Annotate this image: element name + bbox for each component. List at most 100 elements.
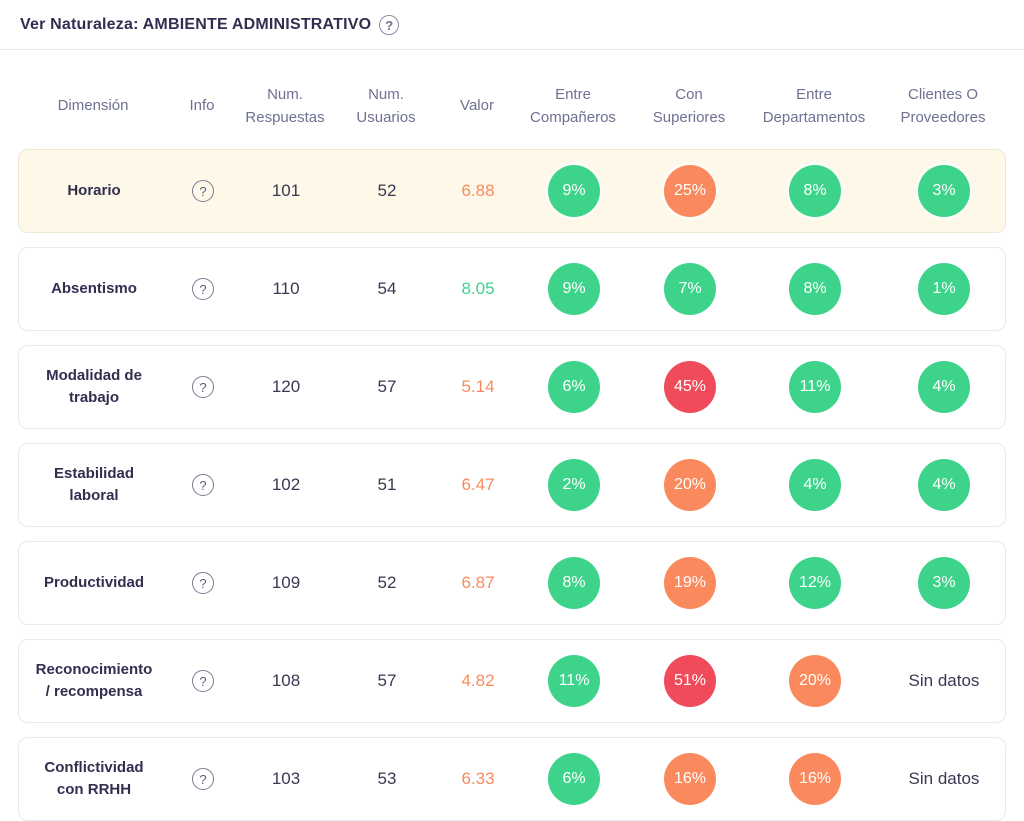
percentage-badge: 3% (918, 165, 970, 217)
percentage-badge: 8% (789, 165, 841, 217)
dimension-label: Reconocimiento / recompensa (35, 661, 153, 700)
info-icon[interactable]: ? (192, 278, 214, 300)
num-respuestas: 120 (271, 377, 301, 396)
metric-cell: 2% (517, 459, 631, 511)
metric-cell: 7% (631, 263, 749, 315)
percentage-badge: 25% (664, 165, 716, 217)
percentage-badge: 45% (664, 361, 716, 413)
num-respuestas: 109 (271, 573, 301, 592)
percentage-badge: 6% (548, 753, 600, 805)
percentage-badge: 16% (789, 753, 841, 805)
dimension-label: Estabilidad laboral (53, 465, 135, 504)
table-row[interactable]: Modalidad de trabajo ? 120 57 5.14 6% 45… (18, 345, 1006, 429)
page-title: Ver Naturaleza: AMBIENTE ADMINISTRATIVO (20, 16, 372, 33)
num-usuarios: 53 (377, 769, 397, 788)
info-icon[interactable]: ? (192, 376, 214, 398)
column-header-valor: Valor (460, 97, 494, 115)
percentage-badge: 11% (548, 655, 600, 707)
info-icon[interactable]: ? (192, 572, 214, 594)
valor: 6.88 (461, 181, 495, 200)
table-row[interactable]: Estabilidad laboral ? 102 51 6.47 2% 20%… (18, 443, 1006, 527)
metric-cell: Sin datos (881, 769, 1007, 789)
metric-cell: 9% (517, 263, 631, 315)
help-icon[interactable]: ? (379, 15, 400, 35)
table-row[interactable]: Reconocimiento / recompensa ? 108 57 4.8… (18, 639, 1006, 723)
column-header-usuarios: Num. Usuarios (356, 86, 416, 126)
metric-cell: 20% (749, 655, 881, 707)
num-usuarios: 57 (377, 377, 397, 396)
column-header-companeros: Entre Compañeros (530, 86, 616, 126)
valor: 5.14 (461, 377, 495, 396)
metric-cell: 1% (881, 263, 1007, 315)
percentage-badge: 1% (918, 263, 970, 315)
no-data-label: Sin datos (908, 769, 980, 788)
valor: 6.87 (461, 573, 495, 592)
info-icon[interactable]: ? (192, 670, 214, 692)
metric-cell: 8% (749, 165, 881, 217)
percentage-badge: 4% (789, 459, 841, 511)
table-body: Horario ? 101 52 6.88 9% 25% 8% 3% Absen… (18, 149, 1006, 821)
info-icon[interactable]: ? (192, 180, 214, 202)
metric-cell: 11% (749, 361, 881, 413)
valor: 4.82 (461, 671, 495, 690)
valor: 8.05 (461, 279, 495, 298)
table-row[interactable]: Horario ? 101 52 6.88 9% 25% 8% 3% (18, 149, 1006, 233)
percentage-badge: 8% (789, 263, 841, 315)
column-header-departamentos: Entre Departamentos (762, 86, 866, 126)
percentage-badge: 9% (548, 263, 600, 315)
percentage-badge: 11% (789, 361, 841, 413)
metric-cell: 9% (517, 165, 631, 217)
metric-cell: 6% (517, 753, 631, 805)
table-row[interactable]: Absentismo ? 110 54 8.05 9% 7% 8% 1% (18, 247, 1006, 331)
metric-cell: 16% (749, 753, 881, 805)
percentage-badge: 20% (664, 459, 716, 511)
num-respuestas: 102 (271, 475, 301, 494)
metric-cell: 16% (631, 753, 749, 805)
valor: 6.47 (461, 475, 495, 494)
metric-cell: 3% (881, 165, 1007, 217)
dimension-label: Modalidad de trabajo (46, 367, 142, 406)
metric-cell: 8% (749, 263, 881, 315)
percentage-badge: 3% (918, 557, 970, 609)
metric-cell: 8% (517, 557, 631, 609)
num-respuestas: 101 (271, 181, 301, 200)
table-row[interactable]: Productividad ? 109 52 6.87 8% 19% 12% 3… (18, 541, 1006, 625)
column-header-superiores: Con Superiores (652, 86, 726, 126)
dimension-label: Absentismo (51, 280, 137, 298)
percentage-badge: 2% (548, 459, 600, 511)
metric-cell: 4% (881, 361, 1007, 413)
percentage-badge: 6% (548, 361, 600, 413)
column-header-respuestas: Num. Respuestas (245, 86, 325, 126)
valor: 6.33 (461, 769, 495, 788)
metric-cell: 45% (631, 361, 749, 413)
info-icon[interactable]: ? (192, 474, 214, 496)
column-header-proveedores: Clientes O Proveedores (900, 86, 986, 126)
metric-cell: 20% (631, 459, 749, 511)
num-respuestas: 108 (271, 671, 301, 690)
table-header-row: Dimensión Info Num. Respuestas Num. Usua… (18, 62, 1006, 149)
num-usuarios: 57 (377, 671, 397, 690)
num-usuarios: 54 (377, 279, 397, 298)
metric-cell: 51% (631, 655, 749, 707)
percentage-badge: 16% (664, 753, 716, 805)
num-respuestas: 110 (272, 279, 300, 298)
page-header: Ver Naturaleza: AMBIENTE ADMINISTRATIVO … (0, 0, 1024, 50)
dimensions-table: Dimensión Info Num. Respuestas Num. Usua… (0, 50, 1024, 821)
percentage-badge: 12% (789, 557, 841, 609)
percentage-badge: 9% (548, 165, 600, 217)
metric-cell: Sin datos (881, 671, 1007, 691)
metric-cell: 4% (881, 459, 1007, 511)
num-respuestas: 103 (271, 769, 301, 788)
table-row[interactable]: Conflictividad con RRHH ? 103 53 6.33 6%… (18, 737, 1006, 821)
num-usuarios: 51 (377, 475, 397, 494)
metric-cell: 11% (517, 655, 631, 707)
column-header-dimension: Dimensión (57, 97, 129, 115)
dimension-label: Productividad (43, 574, 144, 592)
metric-cell: 6% (517, 361, 631, 413)
percentage-badge: 4% (918, 459, 970, 511)
num-usuarios: 52 (377, 181, 397, 200)
metric-cell: 19% (631, 557, 749, 609)
info-icon[interactable]: ? (192, 768, 214, 790)
metric-cell: 4% (749, 459, 881, 511)
metric-cell: 12% (749, 557, 881, 609)
